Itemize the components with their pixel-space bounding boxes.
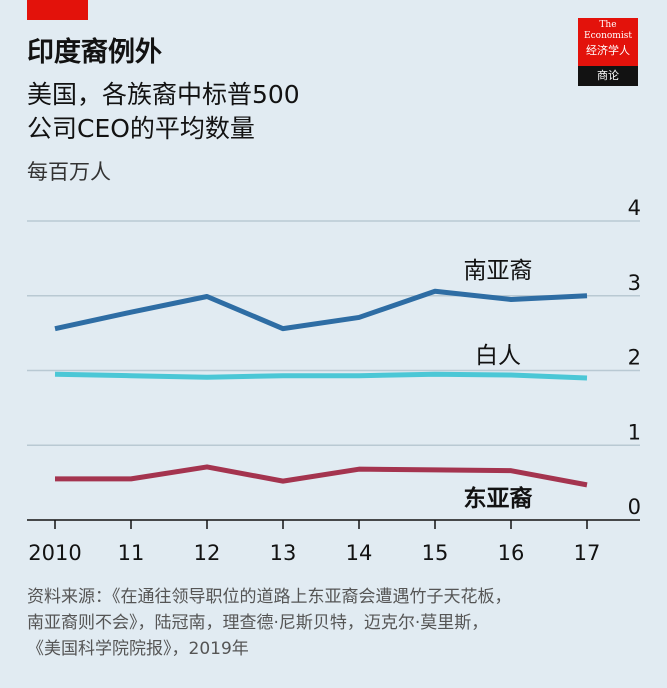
- series-label-2: 东亚裔: [464, 485, 533, 512]
- logo-mark: The Economist 经济学人: [578, 18, 638, 66]
- y-tick-label-4: 4: [628, 196, 641, 220]
- red-tab: [27, 0, 88, 20]
- series-line-0: [54, 288, 588, 332]
- x-tick-label-1: 11: [118, 541, 145, 565]
- y-tick-label-1: 1: [628, 420, 641, 444]
- x-tick-label-7: 17: [574, 541, 601, 565]
- economist-logo: The Economist 经济学人 商论: [578, 18, 638, 86]
- series-line-1: [54, 371, 588, 381]
- logo-bottom: 商论: [578, 66, 638, 86]
- y-tick-label-3: 3: [628, 271, 641, 295]
- x-tick-label-0: 2010: [28, 541, 81, 565]
- chart-subtitle: 美国，各族裔中标普500 公司CEO的平均数量: [27, 80, 300, 143]
- chart-units: 每百万人: [27, 160, 111, 184]
- y-tick-label-0: 0: [628, 495, 641, 519]
- source-note: 资料来源：《在通往领导职位的道路上东亚裔会遭遇竹子天花板， 南亚裔则不会》，陆冠…: [27, 587, 512, 659]
- chart-title: 印度裔例外: [27, 37, 162, 68]
- logo-line2: Economist: [584, 31, 632, 41]
- series-label-0: 南亚裔: [464, 258, 533, 284]
- y-tick-label-2: 2: [628, 346, 641, 370]
- logo-line1: The: [599, 20, 617, 30]
- series-label-1: 白人: [475, 343, 521, 369]
- x-tick-label-5: 15: [422, 541, 449, 565]
- x-tick-label-2: 12: [194, 541, 221, 565]
- logo-cn: 经济学人: [586, 44, 630, 57]
- x-tick-label-3: 13: [270, 541, 297, 565]
- series-line-2: [55, 464, 588, 488]
- x-tick-label-4: 14: [346, 541, 373, 565]
- x-tick-label-6: 16: [498, 541, 525, 565]
